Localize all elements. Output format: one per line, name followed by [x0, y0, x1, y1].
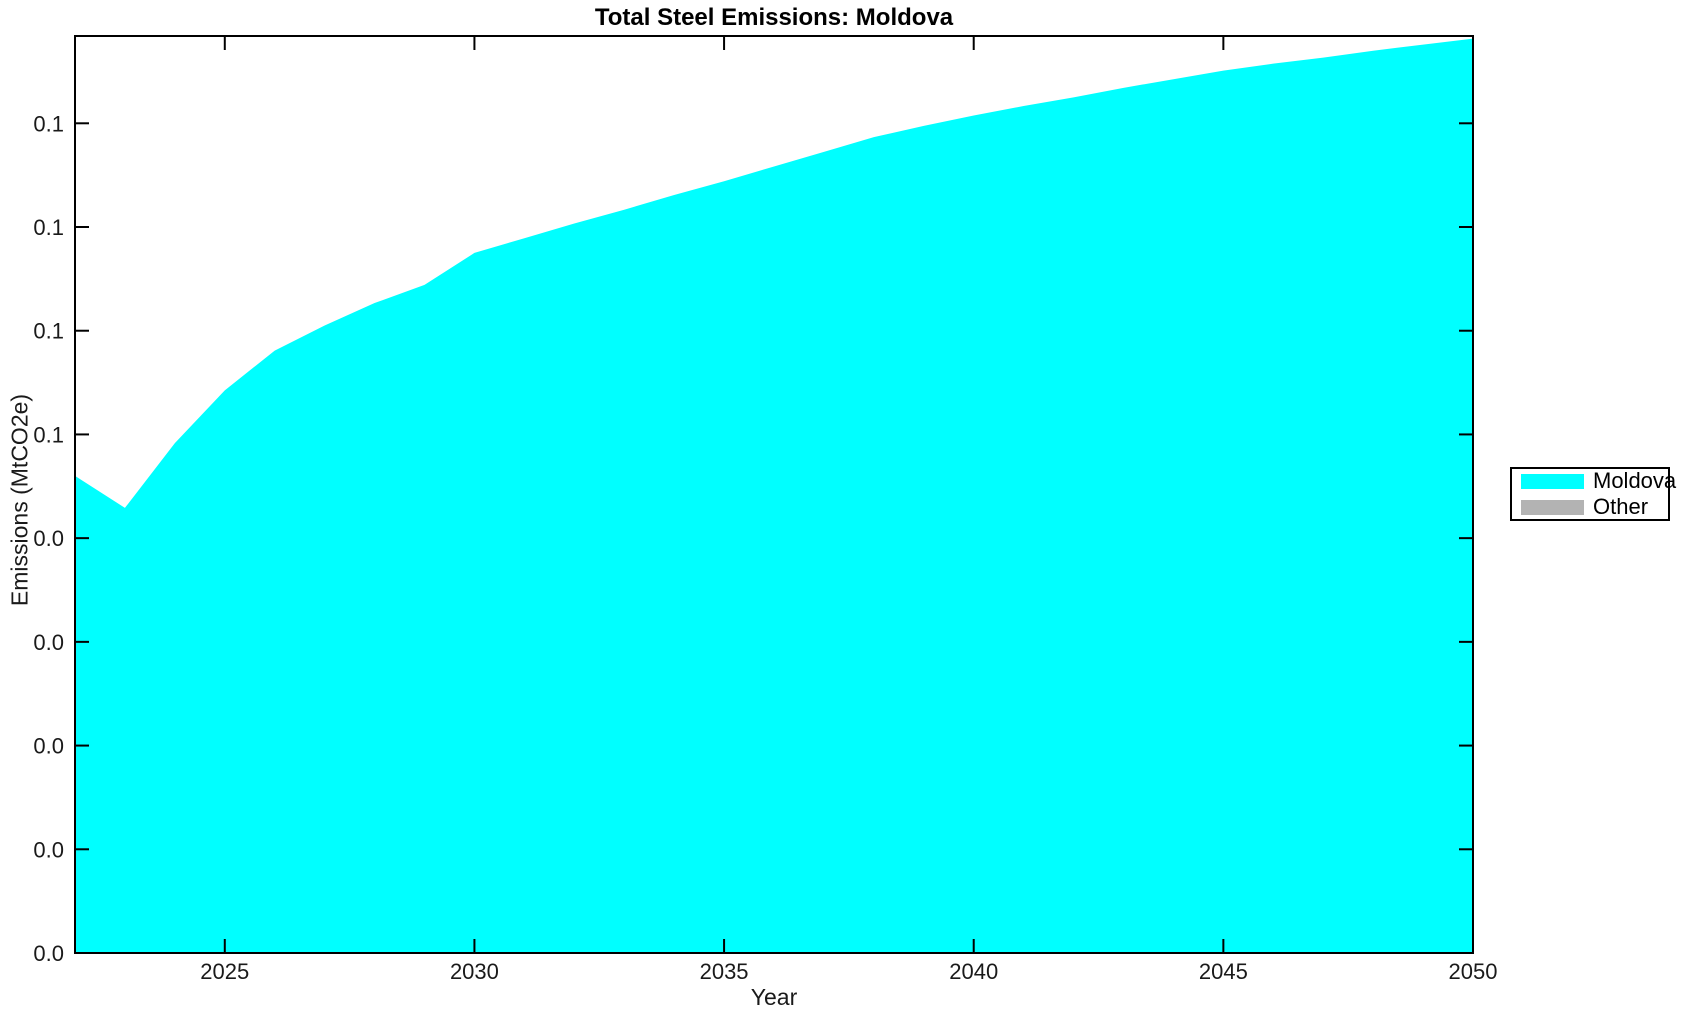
- legend-item-other: Other: [1521, 496, 1668, 518]
- x-axis-label: Year: [750, 984, 798, 1010]
- x-tick-label: 2045: [1199, 959, 1248, 984]
- y-axis-label: Emissions (MtCO2e): [6, 393, 33, 607]
- y-tick-label: 0.0: [33, 526, 64, 551]
- legend-label-other: Other: [1593, 494, 1649, 519]
- x-tick-label: 2035: [700, 959, 749, 984]
- x-tick-label: 2050: [1449, 959, 1498, 984]
- area-series-moldova: [75, 38, 1473, 954]
- x-tick-label: 2030: [450, 959, 499, 984]
- legend-item-moldova: Moldova: [1521, 470, 1676, 492]
- y-tick-label: 0.0: [33, 941, 64, 966]
- plot-border: [74, 35, 1474, 954]
- legend-label-moldova: Moldova: [1593, 468, 1677, 493]
- y-tick-label: 0.1: [33, 319, 64, 344]
- y-tick-label: 0.0: [33, 734, 64, 759]
- chart-title: Total Steel Emissions: Moldova: [594, 4, 954, 31]
- x-tick-label: 2025: [200, 959, 249, 984]
- y-tick-label: 0.1: [33, 111, 64, 136]
- y-tick-label: 0.1: [33, 422, 64, 447]
- y-tick-label: 0.0: [33, 630, 64, 655]
- y-tick-label: 0.0: [33, 837, 64, 862]
- legend-swatch-other: [1521, 499, 1584, 515]
- legend-swatch-moldova: [1521, 473, 1584, 489]
- legend: Moldova Other: [1510, 467, 1676, 521]
- x-tick-label: 2040: [949, 959, 998, 984]
- y-tick-label: 0.1: [33, 215, 64, 240]
